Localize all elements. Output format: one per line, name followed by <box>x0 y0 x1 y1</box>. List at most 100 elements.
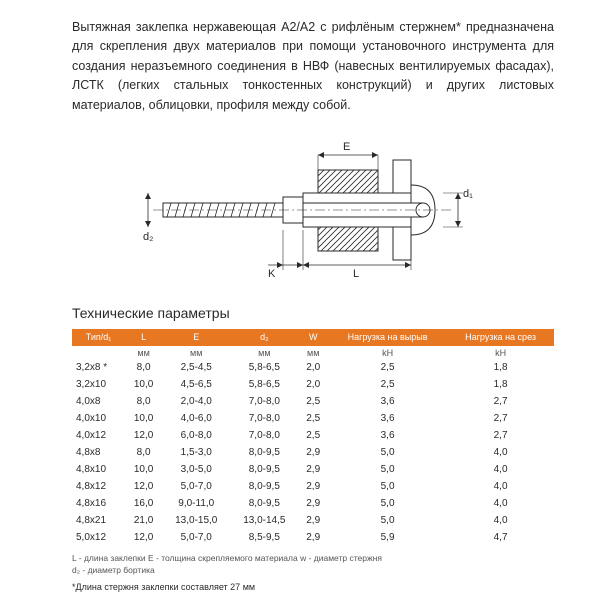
table-unit-row: ммммммммkHkH <box>72 346 554 360</box>
table-cell: 3,2x10 <box>72 376 125 393</box>
table-cell: 21,0 <box>125 512 162 529</box>
section-title: Технические параметры <box>72 305 554 321</box>
table-unit-cell: kH <box>447 346 554 360</box>
table-cell: 2,0 <box>298 360 328 377</box>
table-cell: 5,0x12 <box>72 529 125 546</box>
table-row: 5,0x1212,05,0-7,08,5-9,52,95,94,7 <box>72 529 554 546</box>
table-cell: 2,9 <box>298 461 328 478</box>
table-cell: 3,6 <box>328 393 447 410</box>
table-cell: 12,0 <box>125 478 162 495</box>
table-row: 3,2x1010,04,5-6,55,8-6,52,02,51,8 <box>72 376 554 393</box>
table-cell: 2,0-4,0 <box>162 393 230 410</box>
table-cell: 2,9 <box>298 444 328 461</box>
parameters-table: Тип/d₁LEd₂WНагрузка на вырывНагрузка на … <box>72 329 554 547</box>
table-header-row: Тип/d₁LEd₂WНагрузка на вырывНагрузка на … <box>72 329 554 346</box>
table-cell: 4,0x12 <box>72 427 125 444</box>
table-cell: 2,7 <box>447 427 554 444</box>
footnote: *Длина стержня заклепки составляет 27 мм <box>72 582 554 592</box>
table-cell: 8,0-9,5 <box>230 444 298 461</box>
table-cell: 2,9 <box>298 529 328 546</box>
table-cell: 7,0-8,0 <box>230 410 298 427</box>
table-row: 4,8x2121,013,0-15,013,0-14,52,95,04,0 <box>72 512 554 529</box>
svg-text:L: L <box>353 268 359 280</box>
table-cell: 13,0-14,5 <box>230 512 298 529</box>
table-cell: 1,8 <box>447 360 554 377</box>
table-cell: 2,7 <box>447 410 554 427</box>
table-cell: 8,0-9,5 <box>230 461 298 478</box>
table-cell: 5,8-6,5 <box>230 360 298 377</box>
table-cell: 2,7 <box>447 393 554 410</box>
table-unit-cell: мм <box>125 346 162 360</box>
table-unit-cell: мм <box>230 346 298 360</box>
table-cell: 5,0-7,0 <box>162 478 230 495</box>
table-cell: 4,0 <box>447 512 554 529</box>
table-cell: 4,8x8 <box>72 444 125 461</box>
table-cell: 5,0 <box>328 478 447 495</box>
table-header-cell: Нагрузка на вырыв <box>328 329 447 346</box>
table-cell: 5,8-6,5 <box>230 376 298 393</box>
table-cell: 4,5-6,5 <box>162 376 230 393</box>
table-header-cell: E <box>162 329 230 346</box>
table-cell: 4,8x10 <box>72 461 125 478</box>
svg-text:d₁: d₁ <box>463 188 473 200</box>
table-cell: 8,0 <box>125 393 162 410</box>
table-cell: 2,5 <box>298 427 328 444</box>
document-page: Вытяжная заклепка нержавеющая А2/А2 с ри… <box>0 0 600 600</box>
table-header-cell: L <box>125 329 162 346</box>
table-header-cell: Тип/d₁ <box>72 329 125 346</box>
table-unit-cell: мм <box>162 346 230 360</box>
table-body: 3,2x8 *8,02,5-4,55,8-6,52,02,51,83,2x101… <box>72 360 554 547</box>
table-cell: 5,0-7,0 <box>162 529 230 546</box>
table-cell: 3,2x8 * <box>72 360 125 377</box>
table-cell: 2,5 <box>328 376 447 393</box>
table-cell: 7,0-8,0 <box>230 393 298 410</box>
table-cell: 10,0 <box>125 461 162 478</box>
table-cell: 3,0-5,0 <box>162 461 230 478</box>
table-row: 3,2x8 *8,02,5-4,55,8-6,52,02,51,8 <box>72 360 554 377</box>
table-cell: 4,8x21 <box>72 512 125 529</box>
table-cell: 12,0 <box>125 529 162 546</box>
table-row: 4,8x1212,05,0-7,08,0-9,52,95,04,0 <box>72 478 554 495</box>
table-cell: 4,0x10 <box>72 410 125 427</box>
table-legend: L - длина заклепки E - толщина скрепляем… <box>72 553 554 577</box>
table-cell: 5,0 <box>328 461 447 478</box>
svg-text:K: K <box>268 268 276 280</box>
table-unit-cell: kH <box>328 346 447 360</box>
table-cell: 2,9 <box>298 512 328 529</box>
table-row: 4,0x1212,06,0-8,07,0-8,02,53,62,7 <box>72 427 554 444</box>
table-cell: 5,0 <box>328 495 447 512</box>
table-cell: 10,0 <box>125 410 162 427</box>
table-cell: 9,0-11,0 <box>162 495 230 512</box>
table-cell: 8,0-9,5 <box>230 478 298 495</box>
table-cell: 2,9 <box>298 495 328 512</box>
table-cell: 16,0 <box>125 495 162 512</box>
table-cell: 4,0 <box>447 444 554 461</box>
description-text: Вытяжная заклепка нержавеющая А2/А2 с ри… <box>72 18 554 115</box>
table-cell: 2,9 <box>298 478 328 495</box>
table-cell: 4,0x8 <box>72 393 125 410</box>
table-cell: 2,5 <box>328 360 447 377</box>
table-cell: 5,9 <box>328 529 447 546</box>
rivet-diagram: E d₁ d₂ K L <box>72 135 554 285</box>
table-cell: 1,5-3,0 <box>162 444 230 461</box>
table-cell: 12,0 <box>125 427 162 444</box>
table-cell: 10,0 <box>125 376 162 393</box>
table-cell: 2,0 <box>298 376 328 393</box>
svg-text:E: E <box>343 141 350 153</box>
table-cell: 8,5-9,5 <box>230 529 298 546</box>
svg-text:d₂: d₂ <box>143 231 153 243</box>
table-cell: 5,0 <box>328 444 447 461</box>
table-row: 4,8x88,01,5-3,08,0-9,52,95,04,0 <box>72 444 554 461</box>
table-cell: 4,7 <box>447 529 554 546</box>
table-cell: 4,0 <box>447 495 554 512</box>
table-row: 4,8x1616,09,0-11,08,0-9,52,95,04,0 <box>72 495 554 512</box>
table-header-cell: Нагрузка на срез <box>447 329 554 346</box>
table-cell: 5,0 <box>328 512 447 529</box>
table-cell: 3,6 <box>328 427 447 444</box>
table-cell: 8,0 <box>125 360 162 377</box>
table-unit-cell <box>72 346 125 360</box>
table-header-cell: d₂ <box>230 329 298 346</box>
table-cell: 2,5-4,5 <box>162 360 230 377</box>
table-cell: 4,0-6,0 <box>162 410 230 427</box>
table-cell: 4,0 <box>447 478 554 495</box>
